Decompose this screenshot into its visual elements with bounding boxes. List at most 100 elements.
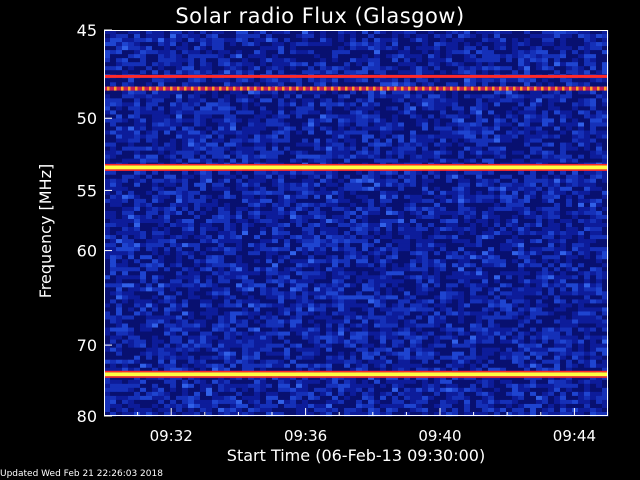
spectrogram-cell — [104, 251, 111, 256]
spectrogram-cell — [500, 235, 507, 240]
spectrogram-cell — [170, 231, 177, 236]
spectrogram-cell — [140, 186, 147, 192]
spectrogram-cell — [434, 142, 441, 147]
spectrogram-cell — [200, 90, 207, 95]
spectrogram-cell — [134, 138, 141, 143]
spectrogram-cell — [284, 267, 291, 272]
spectrogram-cell — [386, 235, 393, 240]
spectrogram-cell — [506, 58, 513, 63]
spectrogram-cell — [266, 42, 273, 47]
spectrogram-cell — [602, 243, 609, 248]
spectrogram-cell — [140, 38, 147, 43]
spectrogram-cell — [140, 267, 147, 272]
spectrogram-cell — [218, 130, 225, 135]
spectrogram-cell — [560, 174, 567, 180]
spectrogram-cell — [182, 210, 189, 216]
spectrogram-cell — [302, 235, 309, 240]
spectrogram-cell — [596, 243, 603, 248]
spectrogram-cell — [596, 239, 603, 244]
spectrogram-cell — [176, 255, 183, 260]
spectrogram-cell — [434, 178, 441, 184]
spectrogram-cell — [536, 82, 543, 87]
spectrogram-cell — [218, 94, 225, 99]
spectrogram-cell — [512, 154, 519, 160]
spectrogram-cell — [200, 267, 207, 272]
spectrogram-cell — [596, 30, 603, 35]
spectrogram-cell — [338, 174, 345, 180]
spectrogram-cell — [422, 223, 429, 228]
spectrogram-cell — [566, 126, 573, 131]
spectrogram-cell — [242, 190, 249, 196]
spectrogram-cell — [530, 247, 537, 252]
spectrogram-cell — [326, 194, 333, 200]
spectrogram-cell — [416, 62, 423, 67]
spectrogram-cell — [122, 146, 129, 152]
spectrogram-cell — [296, 78, 303, 83]
spectrogram-cell — [548, 118, 555, 123]
spectrogram-cell — [176, 186, 183, 192]
spectrogram-cell — [578, 158, 585, 164]
spectrogram-cell — [212, 251, 219, 256]
spectrogram-cell — [572, 223, 579, 228]
spectrogram-cell — [344, 38, 351, 43]
spectrogram-cell — [518, 66, 525, 71]
spectrogram-cell — [278, 122, 285, 127]
spectrogram-cell — [410, 202, 417, 208]
spectrogram-cell — [440, 78, 447, 83]
spectrogram-cell — [278, 263, 285, 268]
spectrogram-cell — [188, 70, 195, 75]
spectrogram-cell — [230, 231, 237, 236]
spectrogram-cell — [602, 182, 609, 188]
spectrogram-cell — [506, 78, 513, 83]
spectrogram-cell — [164, 122, 171, 127]
spectrogram-cell — [134, 54, 141, 59]
spectrogram-cell — [356, 138, 363, 143]
spectrogram-cell — [320, 66, 327, 71]
spectrogram-cell — [374, 50, 381, 55]
spectrogram-cell — [422, 263, 429, 268]
spectrogram-cell — [488, 42, 495, 47]
spectrogram-cell — [152, 154, 159, 160]
spectrogram-cell — [230, 206, 237, 212]
spectrogram-cell — [410, 38, 417, 43]
spectrogram-cell — [536, 50, 543, 55]
spectrogram-cell — [194, 114, 201, 119]
spectrogram-cell — [548, 34, 555, 39]
spectrogram-cell — [572, 154, 579, 160]
spectrogram-cell — [254, 50, 261, 55]
spectrogram-cell — [458, 58, 465, 63]
spectrogram-cell — [386, 42, 393, 47]
spectrogram-cell — [566, 182, 573, 188]
spectrogram-cell — [452, 118, 459, 123]
spectrogram-cell — [134, 38, 141, 43]
spectrogram-cell — [290, 78, 297, 83]
spectrogram-cell — [446, 46, 453, 51]
spectrogram-cell — [476, 106, 483, 111]
spectrogram-cell — [452, 82, 459, 87]
spectrogram-cell — [158, 182, 165, 188]
spectrogram-cell — [188, 174, 195, 180]
spectrogram-cell — [266, 206, 273, 212]
spectrogram-cell — [392, 110, 399, 115]
spectrogram-cell — [182, 66, 189, 71]
spectrogram-cell — [164, 206, 171, 212]
spectrogram-cell — [194, 54, 201, 59]
spectrogram-cell — [476, 170, 483, 176]
spectrogram-cell — [116, 150, 123, 156]
spectrogram-cell — [584, 38, 591, 43]
spectrogram-cell — [344, 142, 351, 147]
spectrogram-cell — [326, 190, 333, 196]
spectrogram-cell — [560, 142, 567, 147]
spectrogram-cell — [134, 218, 141, 224]
spectrogram-cell — [152, 126, 159, 131]
spectrogram-cell — [338, 62, 345, 67]
spectrogram-cell — [602, 202, 609, 208]
spectrogram-cell — [188, 227, 195, 232]
spectrogram-cell — [512, 50, 519, 55]
spectrogram-cell — [434, 227, 441, 232]
spectrogram-cell — [194, 218, 201, 224]
spectrogram-cell — [428, 202, 435, 208]
spectrogram-cell — [512, 46, 519, 51]
spectrogram-cell — [350, 251, 357, 256]
spectrogram-cell — [434, 243, 441, 248]
